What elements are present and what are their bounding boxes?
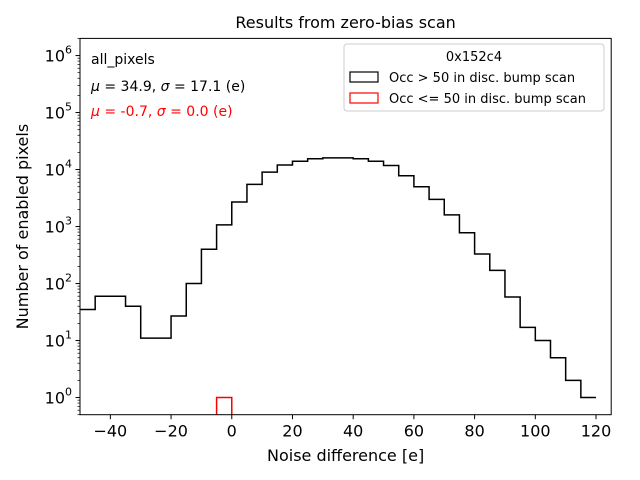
x-tick-label: −20 <box>154 422 188 441</box>
x-tick-label: 20 <box>282 422 302 441</box>
y-tick-label: 101 <box>45 329 72 351</box>
y-tick-label: 102 <box>45 272 72 294</box>
x-tick-label: 40 <box>343 422 363 441</box>
legend-swatch <box>349 71 379 83</box>
y-axis-label: Number of enabled pixels <box>13 124 32 330</box>
x-tick-label: 0 <box>227 422 237 441</box>
y-tick-label: 100 <box>45 386 72 408</box>
y-tick-label: 104 <box>45 158 72 180</box>
legend-title: 0x152c4 <box>446 50 502 65</box>
x-tick-label: 60 <box>404 422 424 441</box>
histogram-series-0 <box>80 157 597 399</box>
x-axis-label: Noise difference [e] <box>267 446 424 465</box>
x-axis: −40 −20 0 20 40 60 80 100 120 <box>93 414 612 441</box>
x-tick-label: 120 <box>581 422 612 441</box>
annotation-stats: μ = 34.9, σ = 17.1 (e) <box>90 79 245 95</box>
histogram-series-1 <box>215 396 233 415</box>
legend: 0x152c4 Occ > 50 in disc. bump scan Occ <=… <box>343 43 605 112</box>
legend-entry: Occ > 50 in disc. bump scan <box>389 71 575 86</box>
chart-title: Results from zero-bias scan <box>235 13 455 32</box>
legend-box <box>343 43 605 112</box>
y-tick-label: 105 <box>45 101 72 123</box>
legend-entry: Occ <= 50 in disc. bump scan <box>389 92 586 107</box>
stats-annotations: all_pixels μ = 34.9, σ = 17.1 (e) μ = -0.7… <box>90 52 245 120</box>
x-tick-label: 100 <box>520 422 551 441</box>
annotation-label: all_pixels <box>91 52 155 68</box>
x-tick-label: 80 <box>464 422 484 441</box>
y-tick-label: 103 <box>45 215 72 237</box>
y-axis: 100 101 102 103 104 105 106 <box>45 38 80 416</box>
x-tick-label: −40 <box>93 422 127 441</box>
legend-swatch <box>349 92 379 104</box>
annotation-stats: μ = -0.7, σ = 0.0 (e) <box>90 104 233 120</box>
y-tick-label: 106 <box>45 44 72 66</box>
